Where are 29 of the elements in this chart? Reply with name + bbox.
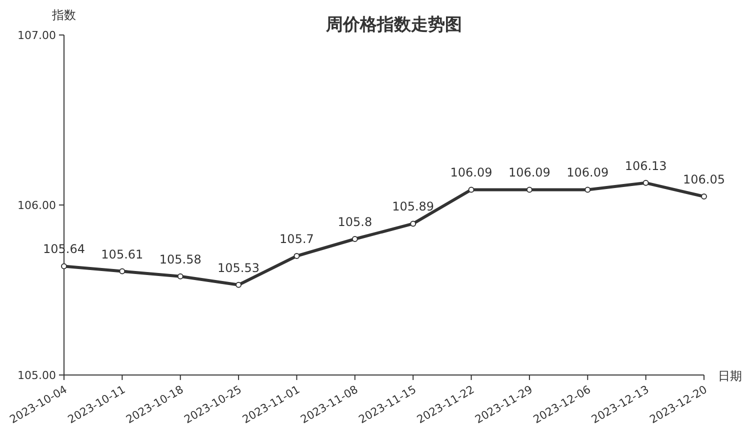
data-label: 105.53	[218, 260, 260, 275]
data-label: 105.61	[101, 247, 144, 262]
data-label: 105.89	[392, 200, 434, 214]
y-axis-title: 指数	[51, 8, 76, 22]
y-tick-label: 106.00	[18, 199, 56, 212]
point	[294, 253, 300, 259]
point	[701, 194, 707, 200]
chart-title: 周价格指数走势图	[325, 15, 462, 35]
point	[526, 186, 532, 193]
point	[642, 180, 649, 186]
point	[410, 220, 416, 227]
y-tick-label: 105.00	[18, 369, 56, 382]
data-label: 105.7	[280, 232, 314, 246]
point	[352, 236, 358, 242]
point	[177, 273, 184, 280]
x-axis-title: 日期	[718, 369, 742, 383]
point	[584, 186, 591, 193]
point	[119, 268, 126, 274]
data-label: 106.05	[683, 172, 725, 186]
data-label: 106.13	[624, 158, 667, 173]
data-label: 105.8	[338, 215, 372, 229]
data-label: 105.58	[159, 252, 202, 266]
data-label: 106.09	[450, 166, 492, 180]
y-tick-label: 107.00	[18, 29, 56, 42]
point	[236, 282, 242, 288]
point	[468, 186, 474, 193]
data-label: 106.09	[508, 166, 550, 180]
point	[61, 263, 67, 270]
data-label: 106.09	[566, 166, 609, 180]
